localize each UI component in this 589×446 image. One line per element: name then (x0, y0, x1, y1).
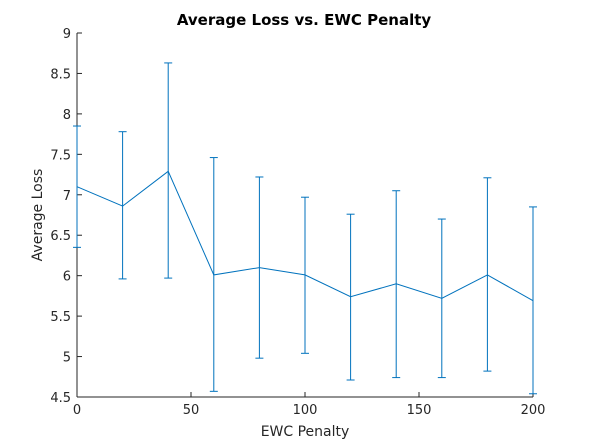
x-tick-label: 200 (521, 403, 546, 418)
y-tick-label: 5.5 (50, 310, 71, 325)
x-tick-label: 0 (73, 403, 81, 418)
x-tick-label: 100 (293, 403, 318, 418)
y-tick-label: 6.5 (50, 229, 71, 244)
y-axis-label: Average Loss (30, 169, 46, 262)
series-line (76, 170, 534, 302)
axes: 0 50 100 150 200 4.5 5 5.5 6 6.5 7 7.5 8 8.5 9 (50, 27, 545, 418)
y-tick-label: 7 (63, 189, 71, 204)
x-tick-label: 150 (407, 403, 432, 418)
y-tick-label: 5 (63, 351, 71, 366)
y-tick-label: 6 (63, 270, 71, 285)
y-tick-label: 8 (63, 108, 71, 123)
y-tick-label: 7.5 (50, 148, 71, 163)
y-tick-label: 9 (63, 27, 71, 42)
plot-area (73, 62, 537, 395)
x-axis-ticks: 0 50 100 150 200 (73, 392, 546, 418)
chart-title: Average Loss vs. EWC Penalty (177, 11, 432, 29)
y-tick-label: 8.5 (50, 67, 71, 82)
error-bar (164, 62, 173, 279)
series-group (76, 170, 534, 302)
error-bar (118, 131, 127, 280)
y-axis-ticks: 4.5 5 5.5 6 6.5 7 7.5 8 8.5 9 (50, 27, 82, 406)
error-bar (73, 125, 81, 248)
y-tick-label: 4.5 (50, 391, 71, 406)
x-axis-label: EWC Penalty (261, 424, 350, 440)
error-bars (73, 62, 537, 395)
x-tick-label: 50 (183, 403, 200, 418)
